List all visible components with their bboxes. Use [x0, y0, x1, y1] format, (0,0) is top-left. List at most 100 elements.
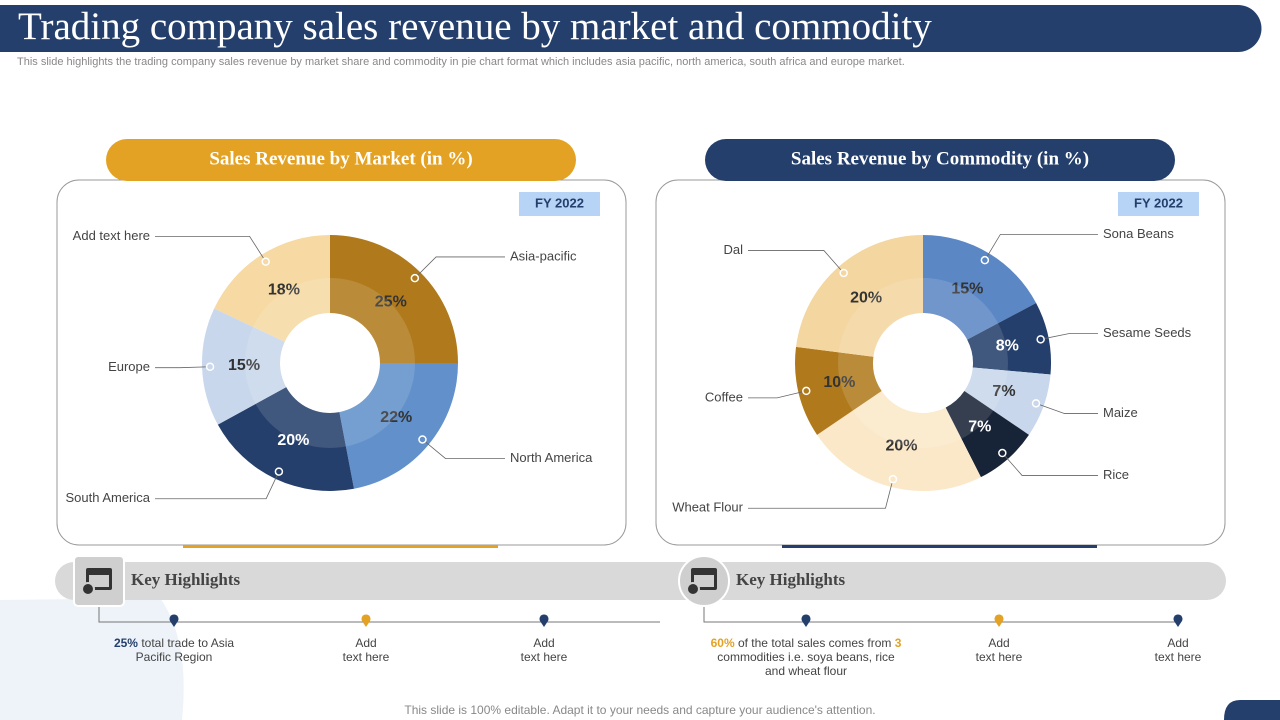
donut-segment [330, 235, 458, 363]
marker [1173, 614, 1183, 627]
badge [1118, 192, 1199, 216]
donut-segment [214, 235, 330, 342]
slide-title: Trading company sales revenue by market … [18, 5, 932, 48]
value-label: 18% [268, 282, 300, 299]
marker [539, 614, 549, 627]
title-bar [0, 5, 1262, 52]
value-label: 15% [228, 357, 260, 374]
item-line: 60% of the total sales comes from 3 [696, 636, 916, 650]
leader-dot [888, 474, 898, 484]
inner-ring [244, 278, 415, 449]
leader-dot [205, 362, 215, 372]
value-label: 15% [951, 281, 983, 298]
calendar-icon [686, 582, 700, 596]
highlight-item: Add text here [434, 636, 654, 664]
leader-line [1002, 452, 1098, 476]
donut-segment [945, 391, 1029, 478]
leader-line [748, 479, 894, 509]
leader-dot [1031, 399, 1041, 408]
category-label: Rice [1103, 467, 1129, 482]
highlight-item: Add text here [1068, 636, 1280, 664]
category-label: Europe [108, 359, 150, 374]
category-label: North America [510, 450, 593, 465]
item-text: 60% [710, 636, 735, 650]
title-pill [705, 139, 1175, 181]
leader-line [748, 250, 844, 274]
item-line: text here [1068, 650, 1280, 664]
item-line: Add [1068, 636, 1280, 650]
value-label: 20% [850, 290, 882, 307]
item-text: Add [355, 636, 377, 650]
item-line: Add [256, 636, 476, 650]
category-label: Dal [723, 242, 743, 257]
timeline [98, 600, 660, 623]
item-line: text here [256, 650, 476, 664]
panel-accent [782, 545, 1097, 548]
leader-line [422, 439, 505, 460]
chart-title: Sales Revenue by Market (in %) [209, 148, 472, 169]
category-label: Coffee [705, 389, 743, 404]
donut-segment [923, 235, 1037, 340]
item-line: Pacific Region [64, 650, 284, 664]
highlight-title: Key Highlights [131, 570, 240, 589]
donut-segment [794, 346, 882, 435]
donut-segment [796, 235, 923, 357]
leader-line [1035, 402, 1098, 414]
marker [801, 614, 811, 627]
donut-segment [339, 363, 458, 489]
highlight-item: Add text here [256, 636, 476, 664]
item-text: Add [988, 636, 1010, 650]
item-text: Add [1167, 636, 1189, 650]
item-line: Add [889, 636, 1109, 650]
item-text: Add [533, 636, 555, 650]
donut-segment [217, 387, 354, 491]
leader-dot [274, 467, 284, 476]
marker [994, 614, 1004, 627]
item-text: of the total sales comes from [734, 636, 895, 650]
item-text: commodities i.e. soya beans, rice [717, 650, 895, 664]
inner-ring [837, 278, 1008, 449]
category-label: Asia-pacific [510, 248, 577, 263]
value-label: 20% [277, 432, 309, 449]
item-text: text here [1154, 650, 1202, 664]
item-line: Add [434, 636, 654, 650]
item-line: commodities i.e. soya beans, rice [696, 650, 916, 664]
chart-title: Sales Revenue by Commodity (in %) [791, 148, 1089, 169]
leader-dot [802, 386, 811, 396]
footer: This slide is 100% editable. Adapt it to… [404, 703, 875, 717]
value-label: 22% [380, 409, 412, 426]
item-line: 25% total trade to Asia [64, 636, 284, 650]
item-text: text here [520, 650, 568, 664]
calendar-icon [81, 582, 95, 596]
highlight-item: 60% of the total sales comes from 3 commo… [696, 636, 916, 678]
leader-line [984, 234, 1098, 261]
leader-dot [1036, 335, 1045, 344]
leader-line [155, 471, 280, 500]
category-label: South America [65, 490, 150, 505]
value-label: 7% [968, 419, 991, 436]
badge-text: FY 2022 [1134, 195, 1183, 210]
category-label: Sona Beans [1103, 226, 1174, 241]
title-pill [106, 139, 576, 181]
highlight-band [55, 562, 1226, 600]
calendar-icon [694, 575, 714, 587]
category-label: Add text here [73, 228, 150, 243]
marker [361, 614, 371, 627]
category-label: Maize [1103, 405, 1138, 420]
value-label: 7% [992, 383, 1015, 400]
leader-dot [998, 448, 1007, 458]
item-text: and wheat flour [764, 664, 848, 678]
leader-dot [261, 257, 270, 266]
item-text: 25% [113, 636, 138, 650]
panel-accent [183, 545, 498, 548]
item-text: text here [975, 650, 1023, 664]
item-text: 3 [894, 636, 902, 650]
leader-dot [839, 268, 848, 278]
highlight-item: 25% total trade to Asia Pacific Region [64, 636, 284, 664]
donut-segment [964, 367, 1051, 435]
item-line: and wheat flour [696, 664, 916, 678]
marker [169, 614, 179, 627]
value-label: 10% [823, 374, 855, 391]
